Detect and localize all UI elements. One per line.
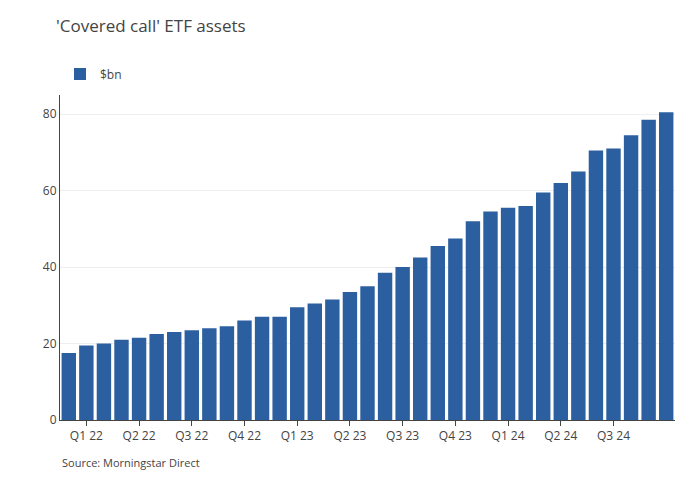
svg-text:$bn: $bn [100,66,122,83]
svg-text:Q1 24: Q1 24 [492,427,525,444]
svg-text:20: 20 [43,335,57,352]
svg-text:Q2 23: Q2 23 [333,427,366,444]
svg-text:'Covered call' ETF assets: 'Covered call' ETF assets [56,14,246,37]
svg-text:60: 60 [43,182,57,199]
svg-text:Q1 22: Q1 22 [70,427,103,444]
svg-text:Q3 23: Q3 23 [386,427,419,444]
svg-text:Q2 22: Q2 22 [123,427,156,444]
svg-text:Q1 23: Q1 23 [281,427,314,444]
svg-text:40: 40 [43,258,57,275]
svg-text:Q3 24: Q3 24 [597,427,630,444]
svg-text:Q4 22: Q4 22 [228,427,261,444]
svg-text:0: 0 [50,411,57,428]
svg-text:Q3 22: Q3 22 [175,427,208,444]
svg-text:Q4 23: Q4 23 [439,427,472,444]
svg-text:Q2 24: Q2 24 [544,427,577,444]
svg-text:Source: Morningstar Direct: Source: Morningstar Direct [62,455,200,470]
svg-text:80: 80 [43,105,57,122]
